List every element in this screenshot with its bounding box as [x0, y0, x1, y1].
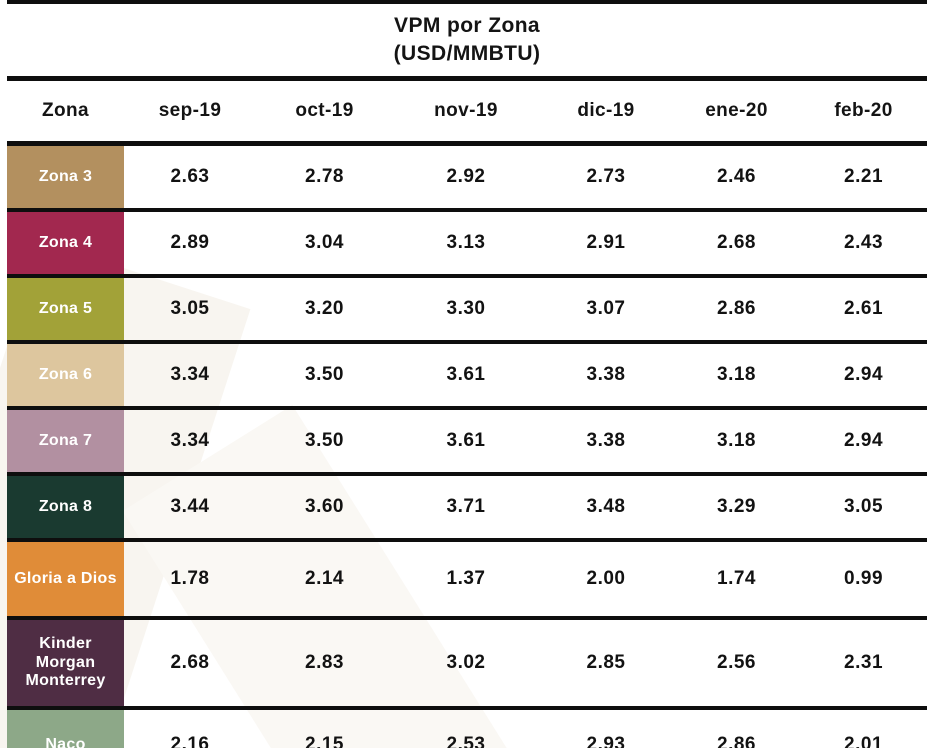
- value-cell: 2.21: [800, 143, 928, 212]
- column-header-nov-19: nov-19: [393, 78, 539, 146]
- value-cell: 3.61: [393, 408, 539, 476]
- table-title-line2: (USD/MMBTU): [393, 42, 541, 65]
- zone-label-cell: Zona 7: [7, 408, 124, 476]
- value-cell: 2.68: [673, 210, 800, 278]
- value-cell: 3.18: [673, 342, 800, 410]
- value-cell: 2.85: [539, 618, 673, 710]
- table-row-zona-5: Zona 5 3.05 3.20 3.30 3.07 2.86 2.61: [7, 276, 928, 344]
- column-header-ene-20: ene-20: [673, 78, 800, 146]
- value-cell: 2.43: [800, 210, 928, 278]
- value-cell: 2.14: [256, 540, 393, 620]
- value-cell: 3.30: [393, 276, 539, 344]
- value-cell: 2.01: [800, 708, 928, 748]
- table-row-kinder-morgan-monterrey: Kinder Morgan Monterrey 2.68 2.83 3.02 2…: [7, 618, 928, 710]
- column-header-row: Zona sep-19 oct-19 nov-19 dic-19 ene-20 …: [7, 78, 928, 146]
- value-cell: 2.89: [124, 210, 256, 278]
- value-cell: 3.20: [256, 276, 393, 344]
- value-cell: 2.61: [800, 276, 928, 344]
- value-cell: 2.15: [256, 708, 393, 748]
- value-cell: 2.86: [673, 708, 800, 748]
- value-cell: 3.29: [673, 474, 800, 542]
- value-cell: 3.05: [124, 276, 256, 344]
- zone-label-cell: Zona 3: [7, 143, 124, 212]
- value-cell: 2.56: [673, 618, 800, 710]
- value-cell: 3.34: [124, 342, 256, 410]
- value-cell: 3.02: [393, 618, 539, 710]
- value-cell: 2.92: [393, 143, 539, 212]
- zone-label-cell: Zona 6: [7, 342, 124, 410]
- table-row-zona-6: Zona 6 3.34 3.50 3.61 3.38 3.18 2.94: [7, 342, 928, 410]
- column-header-sep-19: sep-19: [124, 78, 256, 146]
- value-cell: 3.50: [256, 408, 393, 476]
- value-cell: 3.05: [800, 474, 928, 542]
- value-cell: 1.74: [673, 540, 800, 620]
- value-cell: 3.34: [124, 408, 256, 476]
- zone-label-cell: Zona 4: [7, 210, 124, 278]
- table-title-row: VPM por Zona (USD/MMBTU): [7, 0, 928, 81]
- value-cell: 1.37: [393, 540, 539, 620]
- value-cell: 3.38: [539, 342, 673, 410]
- value-cell: 2.00: [539, 540, 673, 620]
- table-row-gloria-a-dios: Gloria a Dios 1.78 2.14 1.37 2.00 1.74 0…: [7, 540, 928, 620]
- value-cell: 2.63: [124, 143, 256, 212]
- zone-label-cell: Naco: [7, 708, 124, 748]
- value-cell: 3.13: [393, 210, 539, 278]
- value-cell: 2.94: [800, 408, 928, 476]
- value-cell: 3.50: [256, 342, 393, 410]
- table-row-zona-7: Zona 7 3.34 3.50 3.61 3.38 3.18 2.94: [7, 408, 928, 476]
- column-header-dic-19: dic-19: [539, 78, 673, 146]
- value-cell: 3.61: [393, 342, 539, 410]
- zone-label-cell: Kinder Morgan Monterrey: [7, 618, 124, 710]
- value-cell: 2.73: [539, 143, 673, 212]
- value-cell: 3.44: [124, 474, 256, 542]
- value-cell: 2.93: [539, 708, 673, 748]
- value-cell: 2.94: [800, 342, 928, 410]
- value-cell: 3.07: [539, 276, 673, 344]
- value-cell: 0.99: [800, 540, 928, 620]
- value-cell: 2.91: [539, 210, 673, 278]
- table-row-zona-3: Zona 3 2.63 2.78 2.92 2.73 2.46 2.21: [7, 143, 928, 212]
- table-row-zona-4: Zona 4 2.89 3.04 3.13 2.91 2.68 2.43: [7, 210, 928, 278]
- value-cell: 2.83: [256, 618, 393, 710]
- zone-label-cell: Gloria a Dios: [7, 540, 124, 620]
- table-title: VPM por Zona (USD/MMBTU): [7, 0, 928, 81]
- zone-label-cell: Zona 8: [7, 474, 124, 542]
- value-cell: 2.16: [124, 708, 256, 748]
- zone-label-cell: Zona 5: [7, 276, 124, 344]
- column-header-feb-20: feb-20: [800, 78, 928, 146]
- table-row-zona-8: Zona 8 3.44 3.60 3.71 3.48 3.29 3.05: [7, 474, 928, 542]
- table-row-naco: Naco 2.16 2.15 2.53 2.93 2.86 2.01: [7, 708, 928, 748]
- value-cell: 3.71: [393, 474, 539, 542]
- value-cell: 2.53: [393, 708, 539, 748]
- value-cell: 1.78: [124, 540, 256, 620]
- vpm-por-zona-table: VPM por Zona (USD/MMBTU) Zona sep-19 oct…: [7, 0, 928, 748]
- value-cell: 2.86: [673, 276, 800, 344]
- value-cell: 2.68: [124, 618, 256, 710]
- value-cell: 3.18: [673, 408, 800, 476]
- value-cell: 3.38: [539, 408, 673, 476]
- value-cell: 2.31: [800, 618, 928, 710]
- column-header-oct-19: oct-19: [256, 78, 393, 146]
- value-cell: 2.46: [673, 143, 800, 212]
- value-cell: 3.60: [256, 474, 393, 542]
- value-cell: 2.78: [256, 143, 393, 212]
- value-cell: 3.04: [256, 210, 393, 278]
- value-cell: 3.48: [539, 474, 673, 542]
- column-header-zona: Zona: [7, 78, 124, 146]
- table-title-line1: VPM por Zona: [394, 13, 540, 37]
